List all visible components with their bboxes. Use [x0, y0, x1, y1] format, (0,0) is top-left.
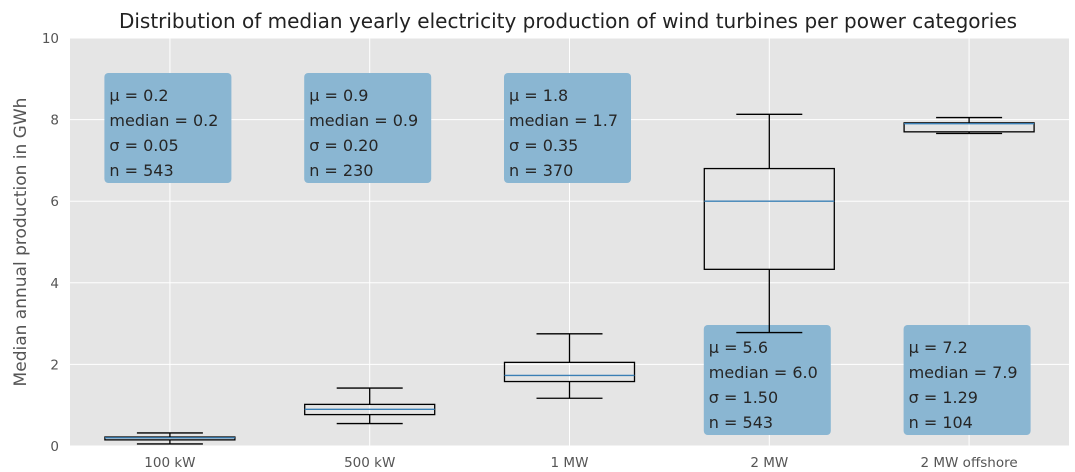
- box-2: [304, 387, 436, 425]
- annotation-box: [104, 73, 232, 183]
- annotation-text: μ = 5.6: [709, 338, 768, 357]
- x-axis-ticks: 100 kW 500 kW 1 MW 2 MW 2 MW offshore: [144, 455, 1017, 471]
- annotation-text: σ = 0.35: [509, 136, 578, 155]
- stats-annotation-4: μ = 5.6 median = 6.0 σ = 1.50 n = 543: [703, 325, 831, 435]
- annotation-text: μ = 0.9: [309, 86, 368, 105]
- annotation-text: n = 104: [909, 413, 973, 432]
- annotation-text: n = 543: [109, 161, 173, 180]
- annotation-text: n = 543: [709, 413, 773, 432]
- stats-annotation-3: μ = 1.8 median = 1.7 σ = 0.35 n = 370: [504, 73, 631, 183]
- y-tick-label: 0: [50, 439, 59, 455]
- annotation-box: [304, 73, 432, 183]
- annotation-box: [903, 325, 1031, 435]
- box-3: [503, 333, 636, 399]
- box-iqr: [503, 361, 636, 383]
- box-iqr: [903, 122, 1035, 133]
- annotation-text: σ = 0.05: [109, 136, 178, 155]
- annotation-text: median = 0.2: [109, 111, 218, 130]
- y-axis-label: Median annual production in GWh: [11, 98, 31, 387]
- x-tick-label: 2 MW: [750, 455, 788, 471]
- annotation-text: σ = 0.20: [309, 136, 378, 155]
- annotation-box: [504, 73, 631, 183]
- stats-annotation-2: μ = 0.9 median = 0.9 σ = 0.20 n = 230: [304, 73, 432, 183]
- annotation-text: median = 0.9: [309, 111, 418, 130]
- annotation-text: n = 230: [309, 161, 373, 180]
- box-1: [104, 432, 236, 445]
- annotation-text: μ = 1.8: [509, 86, 568, 105]
- y-tick-label: 4: [50, 276, 59, 292]
- x-tick-label: 500 kW: [344, 455, 395, 471]
- annotation-text: σ = 1.50: [709, 388, 778, 407]
- annotation-text: median = 7.9: [909, 363, 1018, 382]
- annotation-text: σ = 1.29: [909, 388, 978, 407]
- y-axis-ticks: 0 2 4 6 8 10: [42, 31, 59, 455]
- annotation-text: median = 6.0: [709, 363, 818, 382]
- box-4: [703, 113, 835, 334]
- x-tick-label: 100 kW: [144, 455, 195, 471]
- annotation-text: n = 370: [509, 161, 573, 180]
- y-tick-label: 2: [50, 357, 59, 373]
- y-tick-label: 6: [50, 194, 59, 210]
- annotation-text: median = 1.7: [509, 111, 618, 130]
- box-5: [903, 116, 1035, 135]
- annotation-text: μ = 7.2: [909, 338, 968, 357]
- x-tick-label: 1 MW: [551, 455, 589, 471]
- stats-annotation-1: μ = 0.2 median = 0.2 σ = 0.05 n = 543: [104, 73, 232, 183]
- y-tick-label: 10: [42, 31, 59, 47]
- box-layer: [104, 113, 1035, 445]
- annotation-box: [703, 325, 831, 435]
- box-iqr: [703, 167, 835, 270]
- y-tick-label: 8: [50, 113, 59, 129]
- annotation-text: μ = 0.2: [109, 86, 168, 105]
- stats-annotation-5: μ = 7.2 median = 7.9 σ = 1.29 n = 104: [903, 325, 1031, 435]
- x-tick-label: 2 MW offshore: [921, 455, 1018, 471]
- chart-title: Distribution of median yearly electricit…: [119, 9, 1017, 33]
